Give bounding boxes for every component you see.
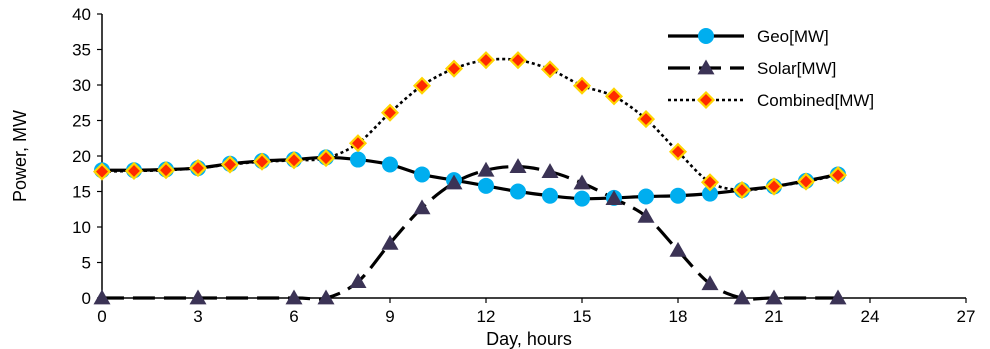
x-tick-label: 18 bbox=[669, 307, 688, 326]
legend-label: Geo[MW] bbox=[757, 27, 829, 46]
combined-mw-line bbox=[101, 57, 839, 192]
geo-mw-point bbox=[510, 183, 526, 200]
legend-swatch-marker bbox=[697, 59, 715, 75]
combined-mw-point bbox=[700, 173, 720, 192]
x-tick-label: 0 bbox=[97, 307, 106, 326]
solar-mw-point bbox=[669, 241, 687, 257]
combined-mw-point bbox=[764, 177, 784, 196]
combined-mw-point bbox=[188, 159, 208, 178]
legend-swatch-marker bbox=[696, 90, 716, 110]
y-tick-label: 15 bbox=[72, 183, 91, 202]
combined-mw-point bbox=[252, 152, 272, 171]
legend: Geo[MW] Solar[MW] Combined[MW] bbox=[668, 27, 874, 110]
solar-mw-point bbox=[765, 289, 783, 305]
combined-mw-point bbox=[796, 172, 816, 191]
solar-mw-point bbox=[413, 199, 431, 215]
combined-mw-point bbox=[668, 142, 688, 161]
legend-swatch-marker bbox=[698, 28, 714, 44]
solar-mw-point bbox=[93, 289, 111, 305]
y-tick-label: 30 bbox=[72, 76, 91, 95]
solar-mw-point bbox=[701, 275, 719, 291]
legend-item-solar-mw: Solar[MW] bbox=[668, 59, 836, 78]
solar-mw-point bbox=[733, 289, 751, 305]
geo-mw-line bbox=[101, 155, 839, 201]
legend-item-combined-mw: Combined[MW] bbox=[668, 90, 874, 110]
y-tick-label: 35 bbox=[72, 41, 91, 60]
combined-mw-point bbox=[380, 103, 400, 122]
solar-mw-point bbox=[605, 190, 623, 205]
combined-mw-point bbox=[444, 59, 464, 78]
solar-mw-point bbox=[349, 273, 367, 289]
legend-label: Solar[MW] bbox=[757, 59, 836, 78]
y-tick-label: 20 bbox=[72, 147, 91, 166]
combined-mw-point bbox=[92, 162, 112, 181]
y-tick-label: 25 bbox=[72, 112, 91, 131]
combined-mw-point bbox=[284, 151, 304, 170]
y-tick-label: 40 bbox=[72, 5, 91, 24]
combined-mw-point bbox=[572, 76, 592, 95]
series-markers bbox=[92, 51, 848, 305]
geo-mw-point bbox=[350, 151, 366, 168]
x-tick-label: 9 bbox=[385, 307, 394, 326]
x-tick-label: 3 bbox=[193, 307, 202, 326]
y-axis-ticks: 0 5 10 15 20 25 30 35 40 bbox=[72, 5, 102, 308]
combined-mw-point bbox=[636, 110, 656, 129]
solar-mw-point bbox=[509, 158, 527, 174]
solar-mw-line bbox=[101, 165, 838, 301]
geo-mw-point bbox=[542, 187, 558, 204]
series-lines bbox=[101, 57, 839, 301]
solar-mw-point bbox=[829, 289, 847, 305]
y-axis-label: Power, MW bbox=[10, 110, 30, 202]
geo-mw-point bbox=[574, 190, 590, 207]
solar-mw-point bbox=[541, 163, 559, 178]
combined-mw-point bbox=[348, 134, 368, 153]
geo-mw-point bbox=[414, 166, 430, 183]
x-axis-label: Day, hours bbox=[486, 329, 572, 349]
geo-mw-point bbox=[478, 177, 494, 194]
x-tick-label: 15 bbox=[573, 307, 592, 326]
combined-mw-point bbox=[540, 60, 560, 79]
x-tick-label: 6 bbox=[289, 307, 298, 326]
solar-mw-point bbox=[285, 289, 303, 305]
combined-mw-point bbox=[412, 76, 432, 95]
combined-mw-point bbox=[508, 51, 528, 70]
solar-mw-point bbox=[637, 207, 655, 223]
x-tick-label: 21 bbox=[765, 307, 784, 326]
y-tick-label: 0 bbox=[82, 289, 91, 308]
combined-mw-point bbox=[732, 181, 752, 200]
combined-mw-point bbox=[316, 149, 336, 168]
solar-mw-point bbox=[445, 174, 463, 190]
solar-mw-point bbox=[317, 289, 335, 305]
legend-item-geo-mw: Geo[MW] bbox=[668, 27, 829, 46]
combined-mw-point bbox=[220, 155, 240, 174]
combined-mw-point bbox=[156, 161, 176, 180]
y-tick-label: 10 bbox=[72, 218, 91, 237]
geo-mw-point bbox=[670, 187, 686, 204]
solar-mw-point bbox=[381, 234, 399, 250]
combined-mw-point bbox=[124, 161, 144, 180]
solar-mw-point bbox=[189, 289, 207, 305]
solar-mw-point bbox=[477, 161, 495, 177]
combined-mw-point bbox=[476, 51, 496, 70]
combined-mw-point bbox=[828, 166, 848, 185]
solar-mw-point bbox=[573, 174, 591, 190]
geo-mw-point bbox=[382, 156, 398, 173]
x-tick-label: 12 bbox=[477, 307, 496, 326]
combined-mw-point bbox=[604, 87, 624, 106]
y-tick-label: 5 bbox=[82, 254, 91, 273]
x-tick-label: 27 bbox=[957, 307, 976, 326]
geo-mw-point bbox=[638, 188, 654, 205]
legend-label: Combined[MW] bbox=[757, 91, 874, 110]
x-tick-label: 24 bbox=[861, 307, 880, 326]
